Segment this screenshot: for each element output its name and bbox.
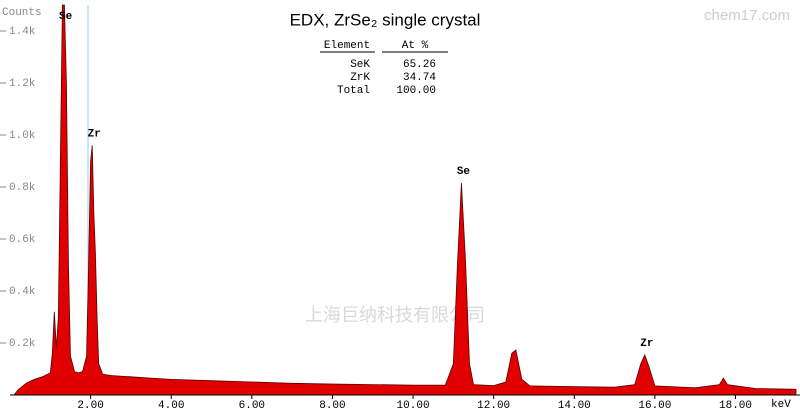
table-cell: Total [337, 85, 370, 97]
watermark: 上海巨纳科技有限公司 [305, 305, 485, 325]
y-tick-label: 0.2k [9, 338, 36, 350]
y-tick-label: 0.8k [9, 182, 36, 194]
x-tick-label: 4.00 [158, 400, 184, 412]
y-tick-label: 1.0k [9, 130, 36, 142]
x-tick-label: 18.00 [719, 400, 752, 412]
spectrum [13, 4, 797, 396]
spectrum-area [13, 4, 797, 396]
table-cell: ZrK [350, 72, 370, 84]
peak-label: Zr [88, 128, 101, 140]
x-tick-label: 14.00 [558, 400, 591, 412]
peak-label: Se [59, 11, 73, 23]
y-tick-label: 1.4k [9, 26, 36, 38]
y-axis-label: Counts [2, 7, 42, 19]
table-cell: 65.26 [403, 59, 436, 71]
x-tick-label: 16.00 [638, 400, 671, 412]
y-tick-label: 0.6k [9, 234, 36, 246]
table-cell: 34.74 [403, 72, 436, 84]
peak-label: Zr [640, 338, 653, 350]
composition-table: Element At % SeK 65.26 ZrK 34.74 Total 1… [320, 40, 448, 97]
x-tick-label: 12.00 [477, 400, 510, 412]
watermark: chem17.com [704, 7, 790, 24]
peak-label: Se [457, 166, 471, 178]
chart-title: EDX, ZrSe₂ single crystal [290, 10, 481, 29]
x-tick-label: 6.00 [239, 400, 265, 412]
x-axis-label: keV [771, 399, 791, 411]
x-tick-label: 10.00 [397, 400, 430, 412]
y-tick-label: 1.2k [9, 78, 36, 90]
table-header: At % [402, 40, 429, 52]
table-cell: SeK [350, 59, 370, 71]
x-tick-label: 2.00 [77, 400, 103, 412]
y-tick-label: 0.4k [9, 286, 36, 298]
x-tick-label: 8.00 [319, 400, 345, 412]
table-header: Element [324, 40, 370, 52]
table-cell: 100.00 [396, 85, 436, 97]
